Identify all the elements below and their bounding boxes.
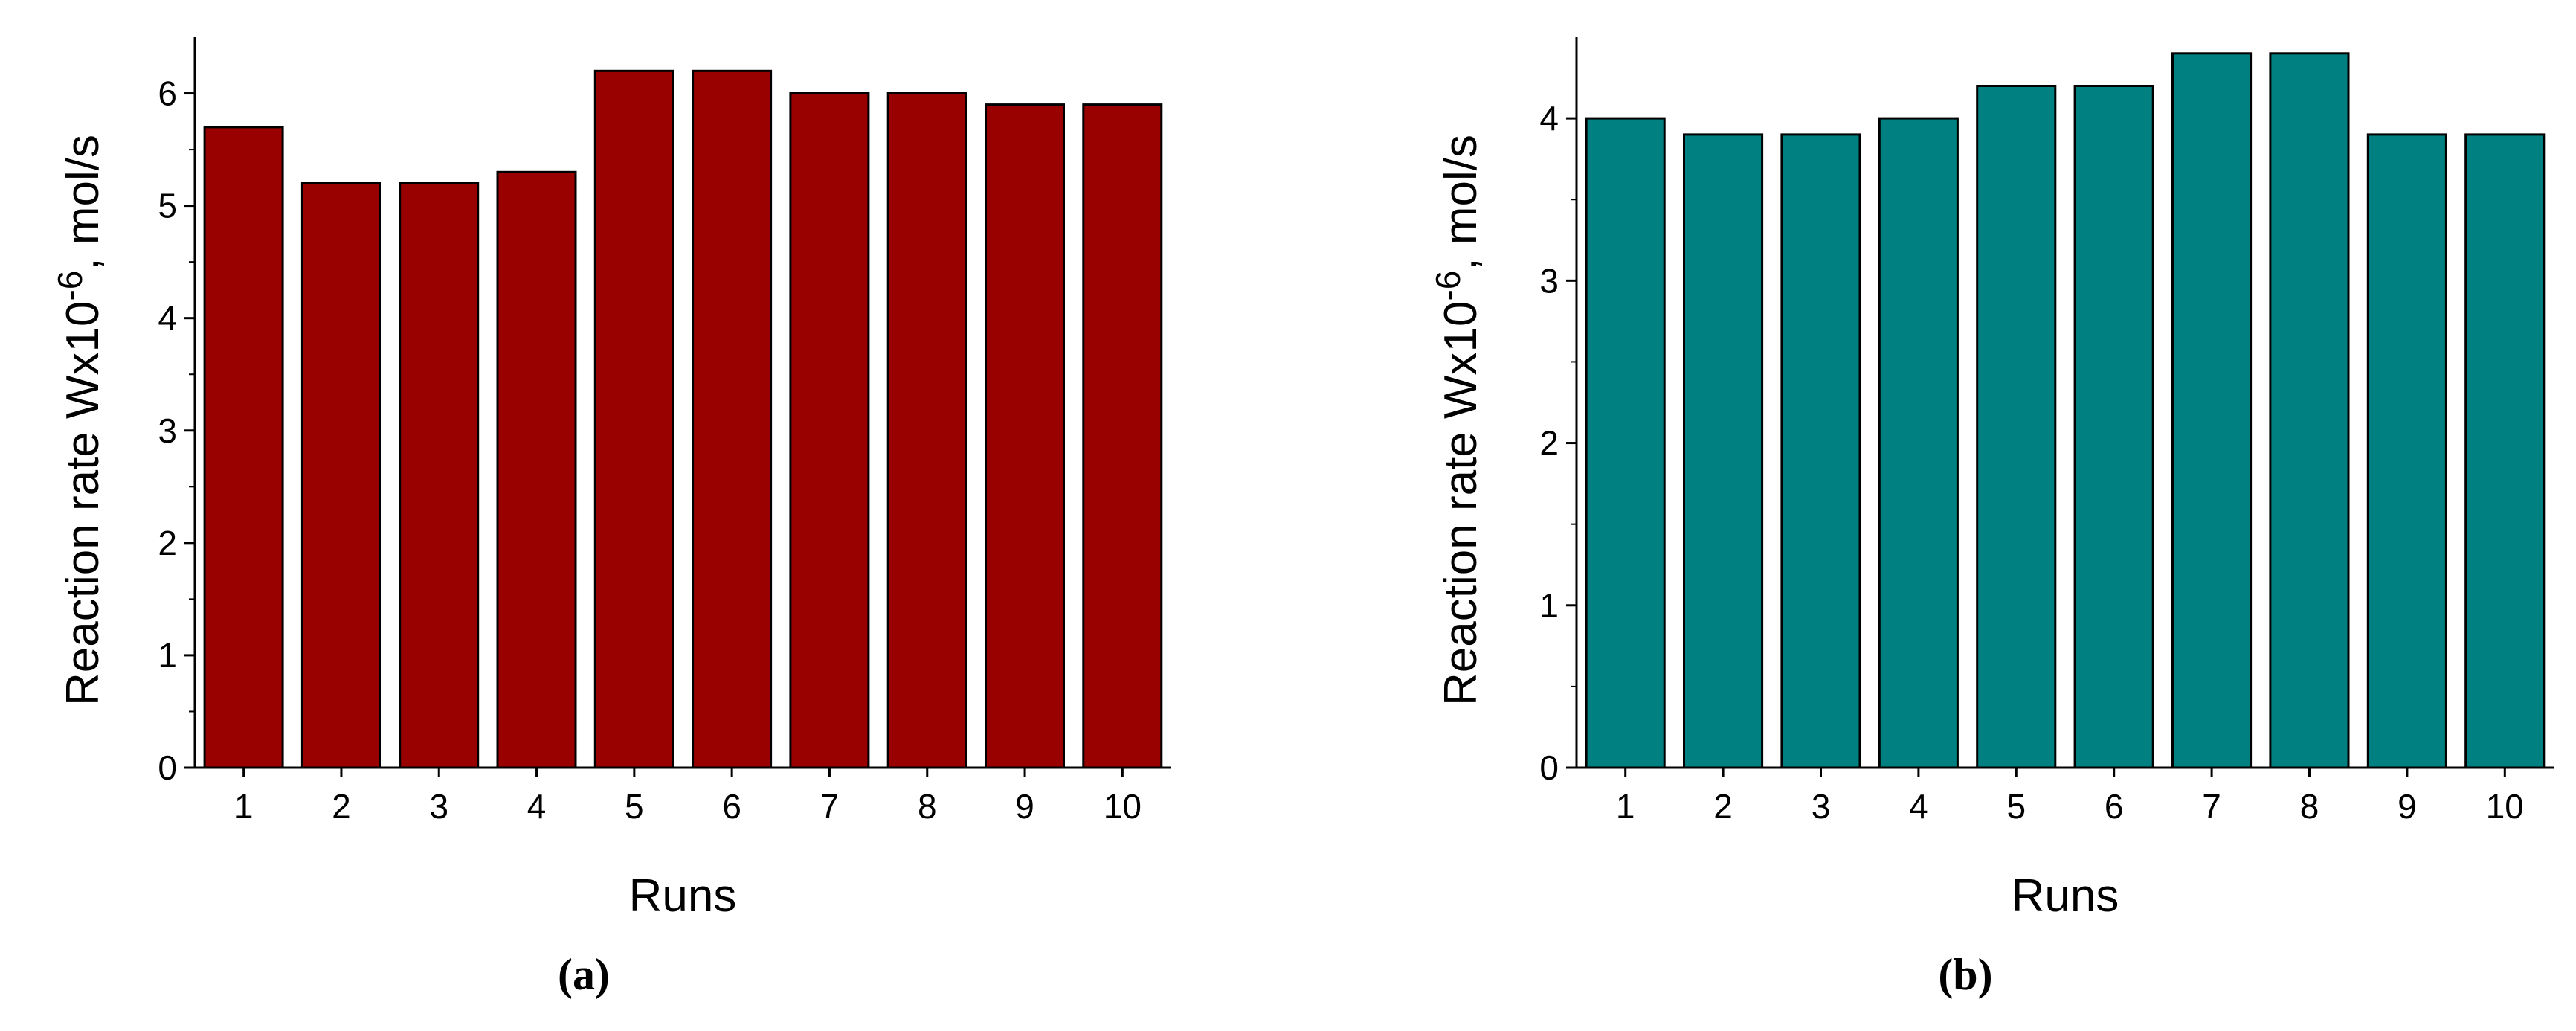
bar xyxy=(496,170,577,769)
bar xyxy=(2269,52,2350,769)
bar xyxy=(399,182,480,769)
y-axis-title-main: Reaction rate Wx10 xyxy=(1435,301,1487,706)
bar xyxy=(789,92,870,769)
x-tick-label: 8 xyxy=(918,787,937,826)
x-tick-label: 7 xyxy=(2202,787,2221,826)
bar xyxy=(203,126,284,769)
y-tick-label: 3 xyxy=(158,411,177,450)
bar xyxy=(1976,85,2057,769)
x-tick-label: 2 xyxy=(1713,787,1733,826)
x-tick-label: 8 xyxy=(2300,787,2319,826)
x-tick-label: 6 xyxy=(2105,787,2124,826)
axes-group: 0 1 2 3 4 5 6 1 2 3 4 5 6 7 8 9 10 xyxy=(158,37,1171,826)
x-tick-label: 2 xyxy=(332,787,351,826)
y-tick-label: 2 xyxy=(1539,424,1559,463)
bar xyxy=(593,69,674,769)
bar xyxy=(2366,133,2447,769)
x-tick-label: 1 xyxy=(1616,787,1635,826)
x-tick-label: 9 xyxy=(1015,787,1034,826)
x-axis-title: Runs xyxy=(629,870,737,922)
axes-group: 0 1 2 3 4 1 2 3 4 5 6 7 8 9 10 xyxy=(1539,37,2554,826)
y-tick-label: 2 xyxy=(158,524,177,562)
y-axis-title-exponent: -6 xyxy=(51,271,89,301)
x-tick-label: 4 xyxy=(1909,787,1928,826)
bar xyxy=(1683,133,1764,769)
y-tick-label: 3 xyxy=(1539,261,1559,300)
bar xyxy=(985,103,1065,769)
x-tick-label: 6 xyxy=(722,787,741,826)
bar xyxy=(1585,117,1666,769)
panel-label-a: (a) xyxy=(558,950,610,999)
x-tick-label: 4 xyxy=(527,787,547,826)
x-tick-label: 3 xyxy=(429,787,448,826)
y-axis-title-main: Reaction rate Wx10 xyxy=(57,301,109,706)
bar xyxy=(2464,133,2546,769)
bar xyxy=(2171,52,2253,769)
y-tick-label: 5 xyxy=(158,187,177,225)
x-tick-label: 5 xyxy=(2007,787,2026,826)
x-tick-label: 7 xyxy=(820,787,840,826)
y-tick-label: 0 xyxy=(1539,748,1559,787)
y-tick-label: 0 xyxy=(158,748,177,787)
bar xyxy=(886,92,967,769)
bar xyxy=(2073,85,2154,769)
x-tick-label: 3 xyxy=(1812,787,1831,826)
bar xyxy=(1878,117,1959,769)
y-axis-title-exponent: -6 xyxy=(1429,271,1467,301)
x-axis-title: Runs xyxy=(2012,870,2119,922)
bars-group xyxy=(1585,52,2546,769)
bar xyxy=(1082,103,1163,769)
y-tick-label: 6 xyxy=(158,74,177,113)
y-tick-label: 4 xyxy=(1539,99,1559,138)
x-tick-label: 5 xyxy=(625,787,644,826)
y-axis-title-unit: , mol/s xyxy=(1435,135,1487,271)
bar xyxy=(300,182,381,769)
x-tick-label: 9 xyxy=(2398,787,2417,826)
panel-label-b: (b) xyxy=(1938,950,1992,999)
bar xyxy=(692,69,773,769)
x-tick-label: 1 xyxy=(234,787,254,826)
x-tick-label: 10 xyxy=(2486,787,2524,826)
y-axis-title: Reaction rate Wx10-6, mol/s xyxy=(1429,135,1487,706)
bars-group xyxy=(203,69,1163,769)
y-axis-title: Reaction rate Wx10-6, mol/s xyxy=(51,135,109,706)
y-tick-label: 1 xyxy=(158,636,177,675)
y-tick-label: 4 xyxy=(158,299,177,338)
bar xyxy=(1780,133,1861,769)
y-tick-label: 1 xyxy=(1539,586,1559,625)
y-axis-title-unit: , mol/s xyxy=(57,135,109,271)
chart-panel-b: 0 1 2 3 4 1 2 3 4 5 6 7 8 9 10 Runs Reaction rate Wx10… xyxy=(1429,37,2554,999)
x-tick-label: 10 xyxy=(1104,787,1142,826)
chart-panel-a: 0 1 2 3 4 5 6 1 2 3 4 5 6 7 8 9 10 Runs Reaction rate Wx… xyxy=(51,37,1171,999)
